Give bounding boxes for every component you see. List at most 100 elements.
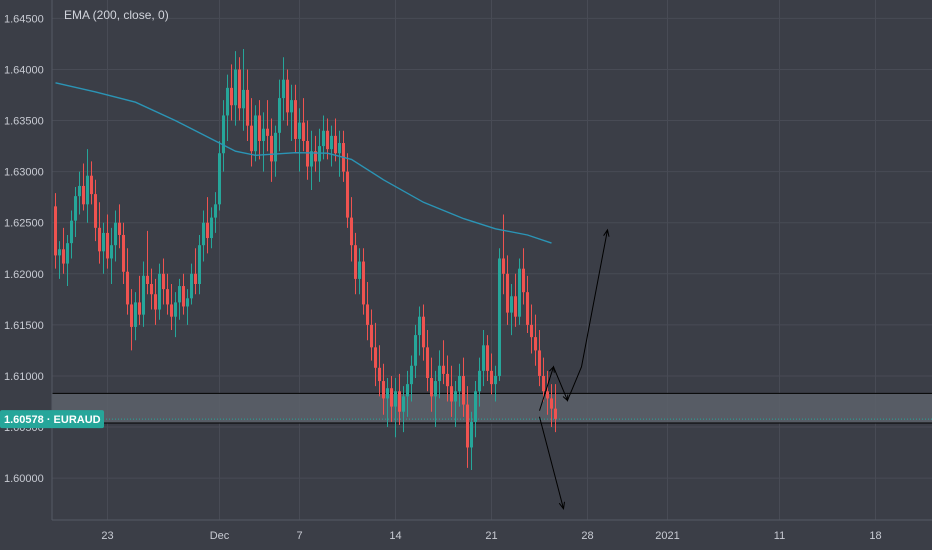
candle-body bbox=[162, 273, 165, 290]
x-tick-label: 21 bbox=[485, 530, 497, 542]
candle-body bbox=[182, 286, 185, 307]
candle-body bbox=[426, 347, 429, 378]
candle-body bbox=[166, 289, 169, 305]
x-tick-label: Dec bbox=[210, 530, 230, 542]
candle-body bbox=[210, 217, 213, 239]
candle-body bbox=[534, 337, 537, 351]
candle-body bbox=[502, 258, 505, 274]
y-tick-label: 1.64000 bbox=[4, 64, 44, 76]
candle-body bbox=[438, 365, 441, 382]
candle-body bbox=[226, 87, 229, 116]
candle-body bbox=[58, 249, 61, 256]
candle-body bbox=[274, 132, 277, 162]
candle-body bbox=[506, 273, 509, 313]
candle-body bbox=[374, 347, 377, 368]
candle-body bbox=[510, 296, 513, 313]
candle-body bbox=[118, 222, 121, 235]
candle-body bbox=[238, 69, 241, 109]
candle-body bbox=[550, 398, 553, 409]
candle-body bbox=[454, 391, 457, 402]
candle-body bbox=[114, 222, 117, 246]
candle-body bbox=[462, 375, 465, 405]
x-tick-label: 2021 bbox=[655, 530, 679, 542]
candle-body bbox=[178, 286, 181, 303]
candle-body bbox=[466, 404, 469, 448]
candle-body bbox=[522, 268, 525, 293]
x-tick-label: 14 bbox=[389, 530, 401, 542]
candle-body bbox=[262, 128, 265, 141]
candle-body bbox=[234, 69, 237, 106]
candle-body bbox=[422, 316, 425, 348]
candle-body bbox=[266, 128, 269, 136]
candle-body bbox=[94, 194, 97, 228]
candle-body bbox=[54, 206, 57, 256]
candle-body bbox=[458, 375, 461, 392]
support-zone-fill bbox=[52, 393, 932, 423]
candle-body bbox=[526, 292, 529, 325]
candle-body bbox=[434, 381, 437, 397]
candle-body bbox=[474, 391, 477, 422]
candle-body bbox=[334, 135, 337, 154]
candle-body bbox=[366, 304, 369, 325]
candle-body bbox=[330, 135, 333, 150]
candle-body bbox=[446, 373, 449, 387]
candle-body bbox=[258, 115, 261, 141]
candle-body bbox=[414, 335, 417, 366]
y-tick-label: 1.61000 bbox=[4, 371, 44, 383]
candle-body bbox=[554, 408, 557, 419]
candle-body bbox=[390, 388, 393, 407]
candle-body bbox=[142, 275, 145, 315]
candle-body bbox=[294, 100, 297, 139]
candle-body bbox=[538, 350, 541, 376]
candle-body bbox=[406, 384, 409, 397]
candle-body bbox=[214, 204, 217, 218]
x-tick-label: 28 bbox=[581, 530, 593, 542]
candle-body bbox=[194, 273, 197, 285]
price-badge-background bbox=[0, 410, 104, 429]
y-axis[interactable]: 1.64500 1.64000 1.63500 1.63000 1.62500 1.620… bbox=[0, 0, 53, 550]
candle-body bbox=[154, 294, 157, 310]
candle-body bbox=[338, 143, 341, 154]
candle-body bbox=[410, 365, 413, 385]
candle-body bbox=[126, 271, 129, 305]
candle-body bbox=[218, 153, 221, 205]
candle-body bbox=[450, 386, 453, 402]
candle-body bbox=[66, 243, 69, 264]
candle-body bbox=[246, 89, 249, 126]
y-axis-background bbox=[0, 0, 52, 550]
candle-body bbox=[354, 245, 357, 279]
candle-body bbox=[486, 345, 489, 371]
candle-body bbox=[326, 130, 329, 150]
candle-body bbox=[158, 273, 161, 310]
y-tick-label: 1.62500 bbox=[4, 218, 44, 230]
candle-body bbox=[206, 222, 209, 239]
candle-body bbox=[186, 298, 189, 307]
candle-body bbox=[70, 220, 73, 244]
candle-body bbox=[482, 345, 485, 371]
candle-body bbox=[242, 89, 245, 109]
projection-trough-arrowhead bbox=[562, 394, 569, 402]
y-tick-label: 1.63500 bbox=[4, 116, 44, 128]
candle-body bbox=[82, 185, 85, 205]
candle-body bbox=[398, 391, 401, 412]
indicator-legend[interactable]: EMA (200, close, 0) bbox=[64, 8, 169, 22]
candle-body bbox=[478, 370, 481, 392]
current-price-badge: 1.60578 · EURAUD bbox=[0, 410, 104, 429]
candle-body bbox=[442, 365, 445, 374]
candle-body bbox=[282, 79, 285, 99]
candle-body bbox=[102, 232, 105, 252]
x-axis[interactable]: 23 Dec 7 14 21 28 2021 11 18 bbox=[0, 519, 932, 550]
candle-body bbox=[546, 391, 549, 399]
candle-body bbox=[358, 261, 361, 279]
candle-body bbox=[62, 249, 65, 264]
candle-body bbox=[134, 302, 137, 327]
candle-body bbox=[346, 171, 349, 218]
candle-body bbox=[298, 122, 301, 139]
candle-body bbox=[302, 122, 305, 141]
candle-body bbox=[286, 79, 289, 113]
candle-body bbox=[190, 273, 193, 299]
ema-line bbox=[55, 82, 552, 244]
